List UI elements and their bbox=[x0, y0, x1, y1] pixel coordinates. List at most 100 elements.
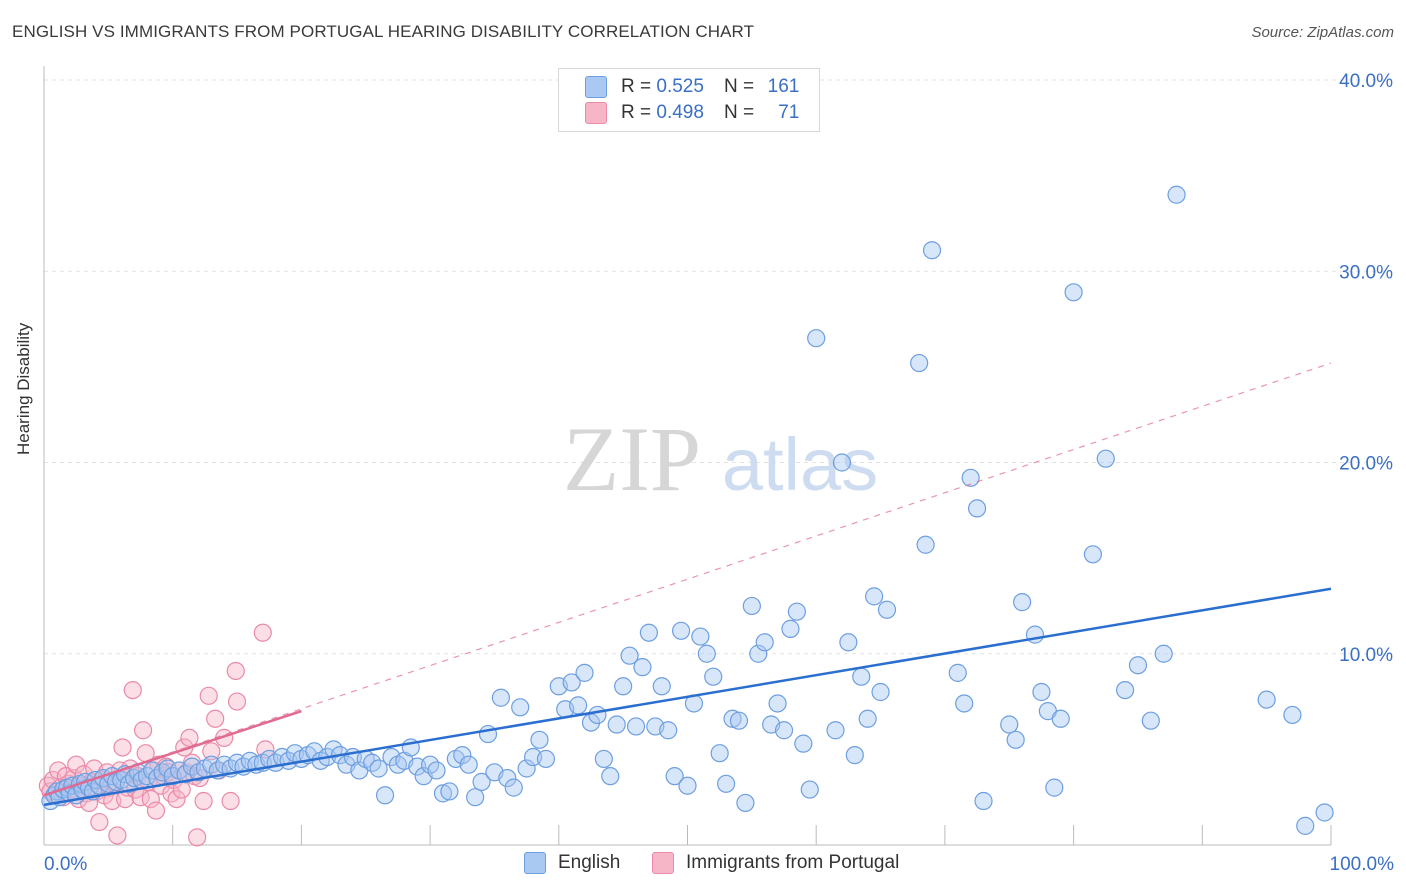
point-english bbox=[614, 677, 633, 696]
legend-n-value: 161 bbox=[767, 76, 800, 97]
watermark-zip: ZIP bbox=[563, 408, 701, 510]
point-english bbox=[620, 646, 639, 665]
point-english bbox=[1064, 283, 1083, 302]
legend-n-label: N = bbox=[723, 102, 755, 123]
point-english bbox=[826, 721, 845, 740]
y-tick-label: 20.0% bbox=[1339, 454, 1393, 475]
point-english bbox=[665, 767, 684, 786]
point-english bbox=[1167, 185, 1186, 204]
point-english bbox=[832, 453, 852, 472]
point-english bbox=[453, 746, 472, 765]
point-english bbox=[967, 499, 987, 518]
point-portugal bbox=[206, 709, 225, 728]
point-english bbox=[1154, 644, 1173, 663]
point-english bbox=[504, 778, 523, 797]
legend-item-english[interactable]: English bbox=[524, 852, 620, 874]
point-english bbox=[369, 759, 388, 778]
point-english bbox=[562, 673, 581, 692]
y-tick-label: 30.0% bbox=[1339, 262, 1393, 283]
point-english bbox=[845, 746, 864, 765]
point-english bbox=[807, 329, 826, 348]
point-english bbox=[1315, 803, 1334, 822]
point-portugal bbox=[180, 728, 199, 748]
point-english bbox=[639, 623, 658, 642]
point-portugal bbox=[167, 789, 186, 809]
point-english bbox=[922, 241, 942, 260]
point-english bbox=[511, 698, 530, 717]
point-english bbox=[974, 791, 993, 811]
point-english bbox=[736, 793, 755, 813]
point-english bbox=[588, 705, 607, 725]
point-english bbox=[755, 633, 774, 652]
point-english bbox=[1115, 680, 1135, 700]
point-english bbox=[910, 353, 929, 373]
point-english bbox=[1257, 690, 1276, 709]
point-english bbox=[459, 755, 478, 774]
point-english bbox=[1051, 709, 1070, 728]
point-portugal bbox=[194, 791, 213, 811]
trend-line-portugal-extended bbox=[43, 362, 1332, 796]
legend-n-label: N = bbox=[723, 76, 755, 97]
watermark: ZIP atlas bbox=[563, 408, 878, 510]
point-portugal bbox=[227, 692, 247, 711]
series-english-points bbox=[41, 185, 1334, 835]
legend-n-value: 71 bbox=[778, 102, 800, 123]
legend-label-portugal: Immigrants from Portugal bbox=[686, 852, 900, 873]
point-english bbox=[1296, 816, 1315, 835]
grid-lines bbox=[44, 79, 1394, 655]
x-tick-label: 0.0% bbox=[44, 854, 87, 875]
point-english bbox=[498, 768, 517, 788]
point-portugal bbox=[199, 686, 218, 705]
point-english bbox=[729, 711, 749, 730]
point-english bbox=[1006, 730, 1025, 749]
point-portugal bbox=[90, 812, 109, 832]
legend-r-label: R = bbox=[621, 102, 652, 123]
legend-label-english: English bbox=[558, 852, 621, 873]
point-english bbox=[1000, 715, 1019, 734]
point-english bbox=[710, 744, 729, 763]
legend-swatch-english bbox=[524, 852, 546, 874]
point-english bbox=[594, 749, 613, 769]
point-english bbox=[427, 761, 446, 780]
legend-swatch-portugal bbox=[652, 852, 674, 874]
point-english bbox=[1083, 545, 1103, 564]
point-english bbox=[433, 784, 453, 803]
point-english bbox=[652, 677, 671, 696]
legend-item-portugal[interactable]: Immigrants from Portugal bbox=[652, 852, 899, 874]
point-english bbox=[704, 667, 723, 686]
legend-r-value: 0.525 bbox=[656, 76, 704, 97]
legend-row-english: R = 0.525 N = 161 bbox=[585, 75, 799, 99]
tick-labels: 10.0% 20.0% 30.0% 40.0% 0.0% 100.0% bbox=[44, 71, 1394, 875]
point-english bbox=[607, 715, 626, 734]
point-english bbox=[742, 596, 761, 616]
point-english bbox=[865, 587, 884, 606]
chart-title: ENGLISH VS IMMIGRANTS FROM PORTUGAL HEAR… bbox=[12, 22, 755, 41]
point-english bbox=[1096, 449, 1115, 468]
point-english bbox=[626, 717, 646, 736]
point-english bbox=[961, 468, 980, 487]
point-english bbox=[723, 709, 742, 728]
point-english bbox=[781, 619, 800, 638]
point-english bbox=[768, 694, 787, 713]
point-english bbox=[839, 633, 858, 652]
point-english bbox=[697, 644, 716, 663]
point-english bbox=[787, 602, 806, 621]
y-axis-label: Hearing Disability bbox=[14, 322, 33, 455]
point-english bbox=[852, 667, 871, 686]
trend-lines bbox=[43, 362, 1332, 807]
point-english bbox=[517, 759, 536, 778]
correlation-legend: R = 0.525 N = 161 R = 0.498 N = 71 bbox=[558, 68, 820, 132]
point-english bbox=[1283, 705, 1302, 725]
point-english bbox=[774, 721, 794, 740]
point-english bbox=[1013, 593, 1032, 612]
x-tick-label: 100.0% bbox=[1330, 854, 1395, 875]
point-english bbox=[1128, 656, 1148, 675]
point-english bbox=[1141, 711, 1160, 730]
point-english bbox=[491, 688, 510, 707]
point-english bbox=[678, 776, 697, 795]
point-english bbox=[800, 780, 819, 799]
series-legend: English Immigrants from Portugal bbox=[0, 852, 1406, 878]
point-english bbox=[749, 644, 768, 663]
legend-swatch-english bbox=[585, 76, 607, 98]
